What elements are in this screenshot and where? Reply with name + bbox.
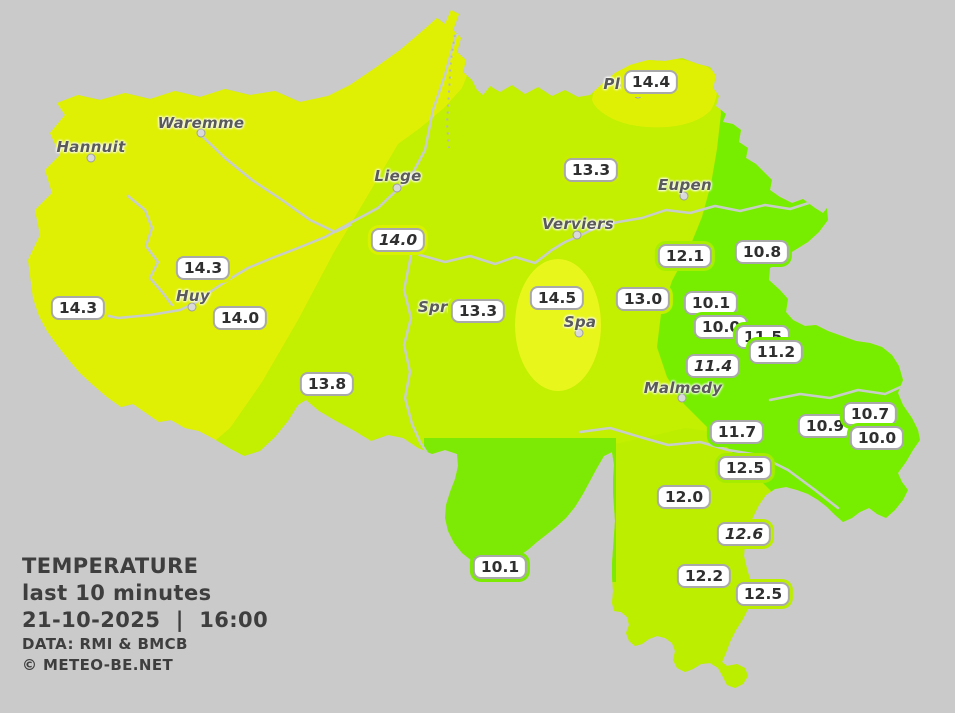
legend-title: TEMPERATURE (22, 554, 199, 578)
station-badge: 12.1 (657, 244, 713, 268)
station-badge: 13.0 (615, 287, 671, 311)
station-badge: 13.3 (450, 299, 506, 323)
station-badge: 13.8 (299, 372, 355, 396)
map-legend-block: TEMPERATURE last 10 minutes 21-10-2025 |… (22, 553, 268, 676)
city-dot (677, 393, 687, 403)
station-badge: 10.7 (842, 402, 898, 426)
city-label: Eupen (657, 176, 713, 194)
city-dot (679, 191, 689, 201)
city-label: Huy (176, 287, 210, 305)
station-badge: 10.0 (849, 426, 905, 450)
station-badge: 12.0 (656, 485, 712, 509)
station-badge: 14.5 (529, 286, 585, 310)
station-badge: 14.3 (175, 256, 231, 280)
station-badge: 12.5 (717, 456, 773, 480)
station-badge: 11.4 (685, 354, 741, 378)
station-badge: 10.8 (734, 240, 790, 264)
rivers (63, 33, 907, 510)
legend-source: DATA: RMI & BMCB (22, 635, 188, 653)
city-dot (574, 328, 584, 338)
station-badge: 11.2 (748, 340, 804, 364)
city-dot (86, 153, 96, 163)
city-dot (392, 183, 402, 193)
city-label: Liege (374, 167, 422, 185)
zone-west-yellow (28, 10, 474, 462)
station-badge: 12.2 (676, 564, 732, 588)
station-badge: 14.3 (50, 296, 106, 320)
station-badge: 11.7 (709, 420, 765, 444)
legend-datetime: 21-10-2025 | 16:00 (22, 608, 269, 632)
city-label: Waremme (157, 114, 245, 132)
city-dot (187, 302, 197, 312)
station-badge: 13.3 (563, 158, 619, 182)
station-badge: 14.0 (212, 306, 268, 330)
city-label: Hannuit (56, 138, 126, 156)
city-label: Verviers (542, 215, 614, 233)
city-label: Plo (603, 75, 631, 93)
station-badge: 12.6 (716, 522, 772, 546)
city-label: Spa (563, 313, 597, 331)
station-badge: 14.4 (623, 70, 679, 94)
city-dot (572, 230, 582, 240)
station-badge: 10.1 (683, 291, 739, 315)
legend-subtitle: last 10 minutes (22, 581, 212, 605)
region-border-dashed (445, 27, 457, 149)
city-dot (196, 128, 206, 138)
city-label: Malmedy (643, 379, 723, 397)
station-badge: 12.5 (735, 582, 791, 606)
station-badge: 10.0 (693, 315, 749, 339)
station-badge: 14.0 (370, 228, 426, 252)
legend-copyright: © METEO-BE.NET (22, 656, 174, 674)
station-badge: 10.1 (472, 555, 528, 579)
